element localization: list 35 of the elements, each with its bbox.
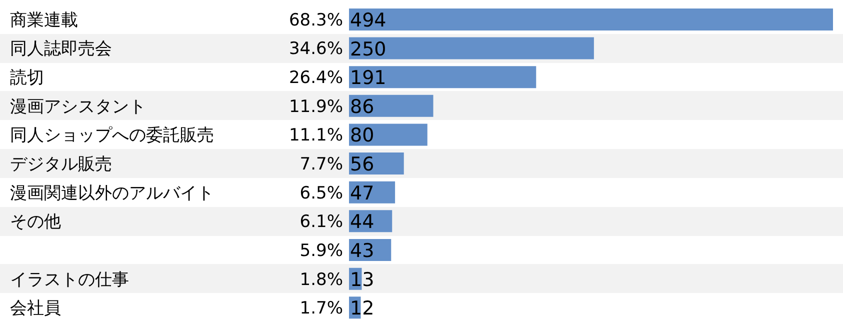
text: 1.8% — [300, 270, 343, 290]
text: 34.6% — [288, 39, 343, 60]
data-label: 191 — [350, 67, 386, 90]
text: 1.7% — [300, 298, 343, 319]
y-tick-label: 同人誌即売会 — [10, 39, 112, 60]
bar — [349, 66, 536, 88]
text: 68.3% — [288, 10, 343, 30]
text: 6.5% — [300, 183, 343, 204]
text: 5.9% — [300, 240, 343, 261]
bar — [349, 8, 833, 30]
bar — [349, 94, 434, 117]
data-label: 494 — [350, 9, 386, 32]
data-label: 43 — [350, 240, 374, 262]
data-label: 250 — [350, 38, 386, 60]
data-label: 80 — [350, 124, 374, 147]
y-tick-label: 会社員 — [10, 298, 61, 319]
y-tick-label: 読切 — [10, 68, 44, 88]
text: 6.1% — [300, 212, 343, 232]
y-tick-label: イラストの仕事 — [10, 270, 129, 290]
data-label: 86 — [350, 96, 374, 118]
y-tick-label: 漫画アシスタント — [10, 96, 146, 117]
data-label: 47 — [350, 182, 374, 204]
text: 26.4% — [288, 68, 343, 88]
y-tick-label: 同人ショップへの委託販売 — [10, 126, 214, 146]
data-label: 44 — [350, 211, 374, 234]
y-tick-label: 漫画関連以外のアルバイト — [10, 183, 214, 204]
y-tick-label: デジタル販売 — [10, 154, 112, 174]
y-tick-label: その他 — [10, 212, 61, 232]
text: 11.1% — [288, 126, 343, 146]
bar — [349, 124, 428, 146]
y-tick-label: 商業連載 — [10, 10, 78, 30]
bar — [349, 37, 594, 60]
text: 7.7% — [300, 154, 343, 174]
data-label: 56 — [350, 154, 374, 176]
text: 11.9% — [288, 96, 343, 117]
